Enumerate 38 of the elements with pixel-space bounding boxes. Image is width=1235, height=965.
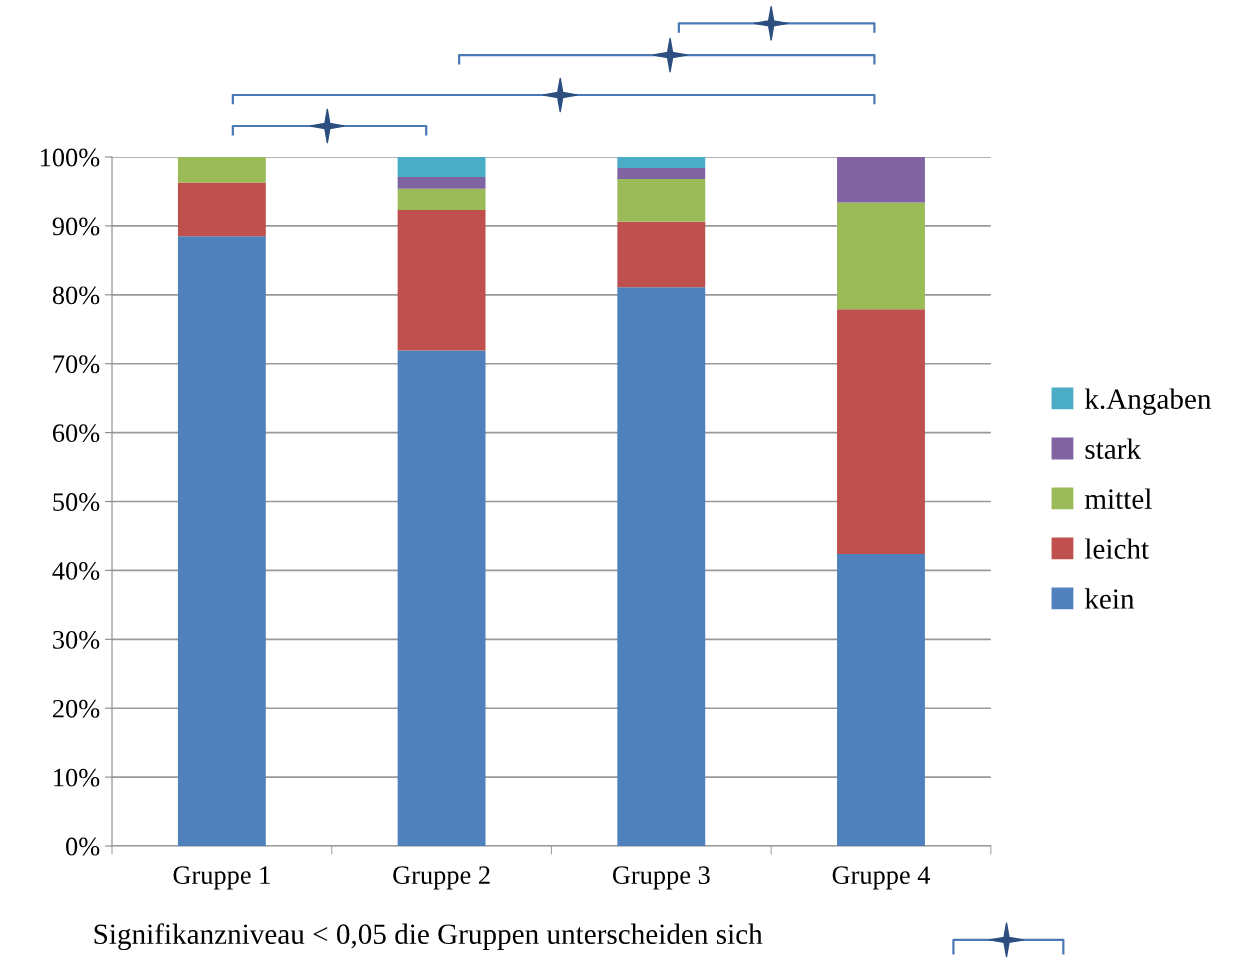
- bar: [617, 168, 706, 180]
- legend-label: k.Angaben: [1084, 388, 1212, 415]
- bar: [397, 188, 486, 211]
- text: Signifikanzniveau < 0,05 die Gruppen unterscheiden sich: [94, 923, 763, 951]
- y-tick-label: 60%: [52, 424, 100, 443]
- y-tick-label: 50%: [53, 493, 100, 512]
- bar: [617, 179, 706, 222]
- bar: [177, 236, 266, 847]
- y-tick-label: 80%: [52, 286, 100, 305]
- bar: [837, 309, 925, 554]
- bar: [397, 210, 486, 351]
- bar: [177, 157, 266, 183]
- y-tick-label: 20%: [53, 699, 100, 718]
- legend-label: kein: [1084, 588, 1135, 609]
- legend-label: mittel: [1084, 488, 1152, 509]
- y-tick-label: 30%: [53, 630, 100, 649]
- bar: [397, 157, 486, 177]
- bar: [177, 182, 266, 237]
- legend-label: leicht: [1084, 538, 1149, 559]
- y-tick-label: 70%: [53, 355, 100, 374]
- y-tick-label: 100%: [40, 148, 100, 167]
- bar: [397, 350, 486, 847]
- bar: [397, 176, 486, 189]
- bar: [837, 157, 925, 203]
- y-tick-label: 90%: [52, 217, 100, 236]
- x-tick-label: Gruppe 2: [393, 866, 490, 890]
- bar: [837, 553, 925, 847]
- y-tick-label: 0%: [66, 837, 100, 856]
- bar: [617, 157, 706, 169]
- y-tick-label: 40%: [52, 562, 100, 580]
- bar: [617, 287, 706, 847]
- bar: [837, 202, 925, 310]
- x-tick-label: Gruppe 1: [173, 866, 270, 890]
- x-tick-label: Gruppe 3: [612, 866, 710, 890]
- legend-label: stark: [1085, 438, 1142, 459]
- x-tick-label: Gruppe 4: [832, 866, 931, 890]
- bar: [617, 221, 706, 288]
- y-tick-label: 10%: [54, 768, 100, 787]
